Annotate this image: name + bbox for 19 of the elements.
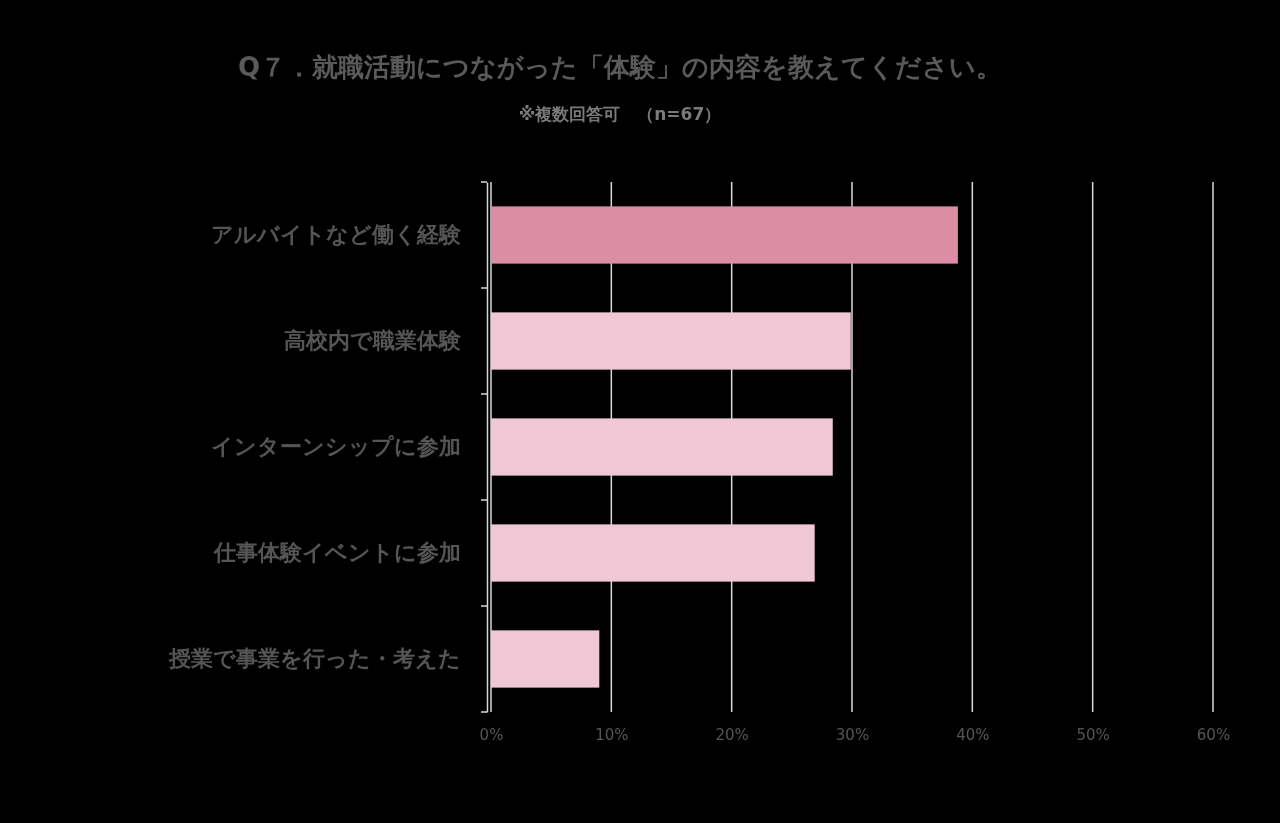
bar: [491, 312, 851, 370]
chart-title: Q７．就職活動につながった「体験」の内容を教えてください。: [237, 52, 1003, 82]
x-tick-label: 40%: [956, 725, 990, 744]
x-tick-label: 60%: [1196, 725, 1231, 744]
y-tick-label: アルバイトなど働く経験: [211, 222, 462, 248]
y-tick-label: 高校内で職業体験: [284, 328, 462, 354]
x-tick-label: 0%: [479, 725, 504, 744]
x-tick-label: 50%: [1076, 725, 1110, 744]
chart-subtitle: ※複数回答可 （n=67）: [518, 104, 722, 124]
x-tick-label: 10%: [595, 725, 629, 744]
x-tick-label: 30%: [835, 725, 870, 744]
bar: [491, 418, 833, 476]
x-tick-label: 20%: [715, 725, 749, 744]
y-tick-label: 仕事体験イベントに参加: [213, 540, 461, 566]
y-tick-label: インターンシップに参加: [211, 434, 461, 460]
bar: [491, 630, 600, 688]
bar: [491, 524, 815, 582]
bar: [491, 206, 958, 264]
y-tick-label: 授業で事業を行った・考えた: [168, 646, 461, 672]
